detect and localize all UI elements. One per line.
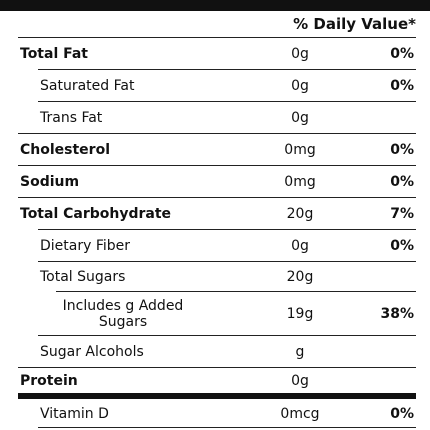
rule [38, 335, 416, 336]
rule [18, 133, 416, 134]
rule [18, 367, 416, 368]
rule [38, 69, 416, 70]
rule [38, 427, 416, 428]
rule [38, 261, 416, 262]
row-amount: 19g [286, 306, 314, 322]
row-dv: 7% [390, 206, 414, 222]
row-label: Sodium [20, 174, 80, 190]
row-label: Cholesterol [20, 142, 110, 158]
rule [38, 229, 416, 230]
row-label: Total Carbohydrate [20, 206, 172, 222]
row-dv: 0% [390, 238, 414, 254]
row-dv: 0% [390, 78, 414, 94]
row-amount: 0mcg [280, 406, 320, 422]
row-label: Trans Fat [40, 110, 103, 126]
row-amount: 0g [291, 238, 309, 254]
row-amount: 0mg [284, 142, 316, 158]
row-label: Vitamin D [40, 406, 109, 422]
row-amount: 0g [291, 46, 309, 62]
row-label: Dietary Fiber [40, 238, 131, 254]
row-label: Includes g Added Sugars [62, 298, 184, 330]
row-dv: 0% [390, 142, 414, 158]
row-dv: 0% [390, 174, 414, 190]
row-amount: 20g [286, 206, 314, 222]
row-label: Protein [20, 372, 78, 389]
row-amount: 0mg [284, 174, 316, 190]
rule [38, 101, 416, 102]
rule [18, 165, 416, 166]
row-dv: 0% [390, 406, 414, 422]
row-amount: g [295, 344, 305, 360]
row-amount: 0g [291, 110, 309, 126]
thick-bar [18, 393, 416, 399]
row-dv: 0% [390, 46, 414, 62]
row-dv: 38% [380, 306, 414, 322]
rule [18, 37, 416, 38]
row-amount: 0g [291, 78, 309, 94]
thick-bar [0, 0, 430, 11]
row-label: Sugar Alcohols [40, 344, 144, 360]
rule [18, 197, 416, 198]
row-amount: 0g [291, 372, 309, 389]
row-label: Total Sugars [40, 269, 126, 285]
row-label: Saturated Fat [40, 78, 135, 94]
rule [56, 291, 416, 292]
row-label: Total Fat [20, 46, 89, 62]
row-amount: 20g [286, 269, 314, 285]
daily-value-header: % Daily Value* [293, 15, 416, 33]
